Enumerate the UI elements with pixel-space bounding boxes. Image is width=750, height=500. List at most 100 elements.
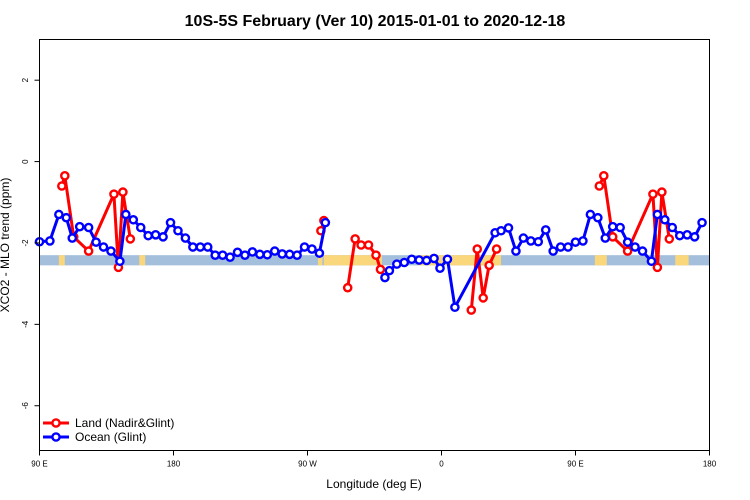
ocean-point-35	[299, 242, 310, 252]
ocean-point-74	[667, 222, 678, 233]
ocean-point-61	[570, 237, 581, 247]
ocean-point-72	[652, 209, 663, 220]
ocean-point-6	[83, 222, 94, 233]
ocean-point-32	[277, 249, 287, 259]
ocean-point-57	[540, 225, 551, 235]
ocean-point-29	[255, 249, 265, 260]
ocean-point-36	[307, 244, 317, 254]
ocean-point-59	[555, 242, 566, 252]
ocean-point-2	[54, 209, 64, 220]
ocean-point-64	[593, 212, 603, 223]
land-point-20	[491, 244, 502, 254]
ocean-point-54	[518, 233, 529, 243]
y-tick-label-0: -6	[21, 402, 30, 410]
ocean-point-73	[660, 214, 670, 225]
ocean-point-65	[600, 233, 611, 243]
ocean-point-21	[195, 242, 206, 252]
series-layer	[34, 171, 707, 315]
ocean-point-15	[150, 230, 161, 240]
ocean-point-5	[74, 221, 85, 232]
ocean-point-58	[548, 246, 558, 256]
y-axis-label: XCO2 - MLO trend (ppm)	[0, 178, 12, 313]
land-point-18	[478, 293, 488, 303]
ocean-point-27	[240, 250, 250, 260]
land-point-17	[472, 244, 483, 254]
chart-title: 10S-5S February (Ver 10) 2015-01-01 to 2…	[185, 13, 566, 30]
ocean-point-37	[314, 248, 325, 258]
y-tick-label-3: 0	[21, 159, 30, 164]
y-tick-label-4: 2	[21, 77, 30, 82]
ocean-point-13	[135, 222, 146, 233]
x-axis: 90 E 180 90 W 0 90 E 180	[31, 450, 717, 469]
x-axis-label: Longitude (deg E)	[326, 477, 421, 491]
ocean-point-16	[158, 232, 168, 242]
ocean-point-24	[217, 250, 228, 260]
ocean-point-78	[697, 217, 707, 228]
x-tick-label-2: 90 W	[298, 460, 317, 469]
ocean-point-43	[406, 254, 417, 265]
land-point-4	[109, 189, 119, 199]
land-point-22	[598, 171, 609, 181]
ocean-point-12	[128, 214, 139, 225]
land-band-5	[594, 255, 607, 266]
ocean-point-44	[414, 255, 424, 265]
ocean-point-11	[121, 209, 131, 220]
land-point-15	[375, 264, 386, 275]
ocean-point-55	[526, 236, 536, 246]
ocean-point-8	[98, 242, 109, 252]
ocean-point-25	[225, 252, 235, 263]
land-point-13	[363, 240, 374, 250]
land-point-24	[622, 246, 633, 256]
ocean-point-34	[292, 250, 302, 260]
ocean-point-7	[91, 237, 101, 247]
land-band-0	[58, 255, 65, 266]
land-point-14	[371, 250, 381, 260]
ocean-point-48	[442, 254, 453, 265]
x-tick-label-4: 90 E	[567, 460, 583, 469]
land-point-16	[466, 305, 477, 315]
land-point-21	[594, 181, 605, 191]
ocean-point-41	[392, 259, 402, 269]
ocean-point-4	[67, 233, 78, 243]
land-point-1	[60, 171, 70, 181]
x-tick-label-0: 90 E	[31, 460, 47, 469]
ocean-point-14	[143, 230, 153, 241]
land-line-4	[597, 174, 671, 269]
ocean-point-1	[45, 236, 55, 246]
ocean-point-56	[533, 236, 544, 247]
land-point-26	[652, 262, 663, 273]
ocean-point-23	[210, 250, 220, 260]
ocean-point-75	[674, 230, 685, 241]
y-tick-label-1: -4	[21, 320, 30, 328]
land-point-3	[83, 246, 94, 256]
ocean-point-33	[284, 249, 295, 260]
ocean-point-30	[262, 249, 273, 260]
legend-label-land: Land (Nadir&Glint)	[75, 416, 174, 430]
x-tick-label-3: 0	[439, 460, 444, 469]
land-point-19	[484, 260, 494, 271]
land-point-27	[657, 187, 667, 197]
x-tick-label-5: 180	[703, 460, 717, 469]
land-band-1	[139, 255, 146, 266]
land-band-2	[317, 255, 323, 266]
ocean-point-20	[188, 242, 198, 252]
ocean-point-40	[384, 265, 395, 276]
legend-marker-ocean	[51, 432, 61, 442]
x-tick-label-1: 180	[167, 460, 181, 469]
ocean-point-22	[202, 242, 213, 252]
legend: Land (Nadir&Glint)Ocean (Glint)	[43, 416, 174, 444]
land-band-6	[675, 255, 689, 266]
ocean-point-66	[607, 221, 618, 232]
ocean-point-51	[496, 225, 506, 236]
ocean-point-52	[503, 223, 514, 233]
ocean-point-18	[173, 225, 183, 236]
land-point-0	[57, 181, 67, 191]
ocean-point-62	[578, 236, 588, 246]
ocean-point-77	[689, 232, 700, 242]
land-point-23	[607, 232, 618, 242]
y-axis: -6 -4 -2 0 2	[21, 77, 40, 409]
y-tick-label-2: -2	[21, 239, 30, 247]
ocean-point-38	[320, 217, 331, 228]
ocean-point-3	[61, 212, 72, 223]
